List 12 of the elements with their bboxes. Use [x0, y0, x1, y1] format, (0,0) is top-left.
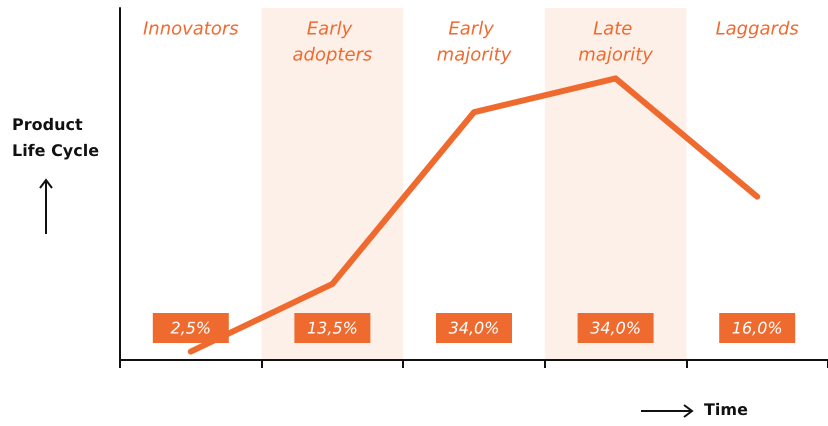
annotation: 2,5%: [170, 318, 212, 338]
y-axis-title: Product Life Cycle: [12, 114, 100, 162]
x-axis-title: Time: [704, 400, 748, 419]
x-tick-label: Laggards: [716, 18, 799, 40]
annotation: 13,5%: [306, 318, 358, 338]
x-tick-label: Early adopters: [292, 18, 372, 66]
x-tick-label: Innovators: [142, 18, 239, 40]
x-tick-label: Late majority: [578, 18, 654, 66]
x-tick-label: Early majority: [436, 18, 512, 66]
annotation: 34,0%: [590, 318, 642, 338]
annotation: 34,0%: [448, 318, 500, 338]
annotation: 16,0%: [732, 318, 783, 338]
